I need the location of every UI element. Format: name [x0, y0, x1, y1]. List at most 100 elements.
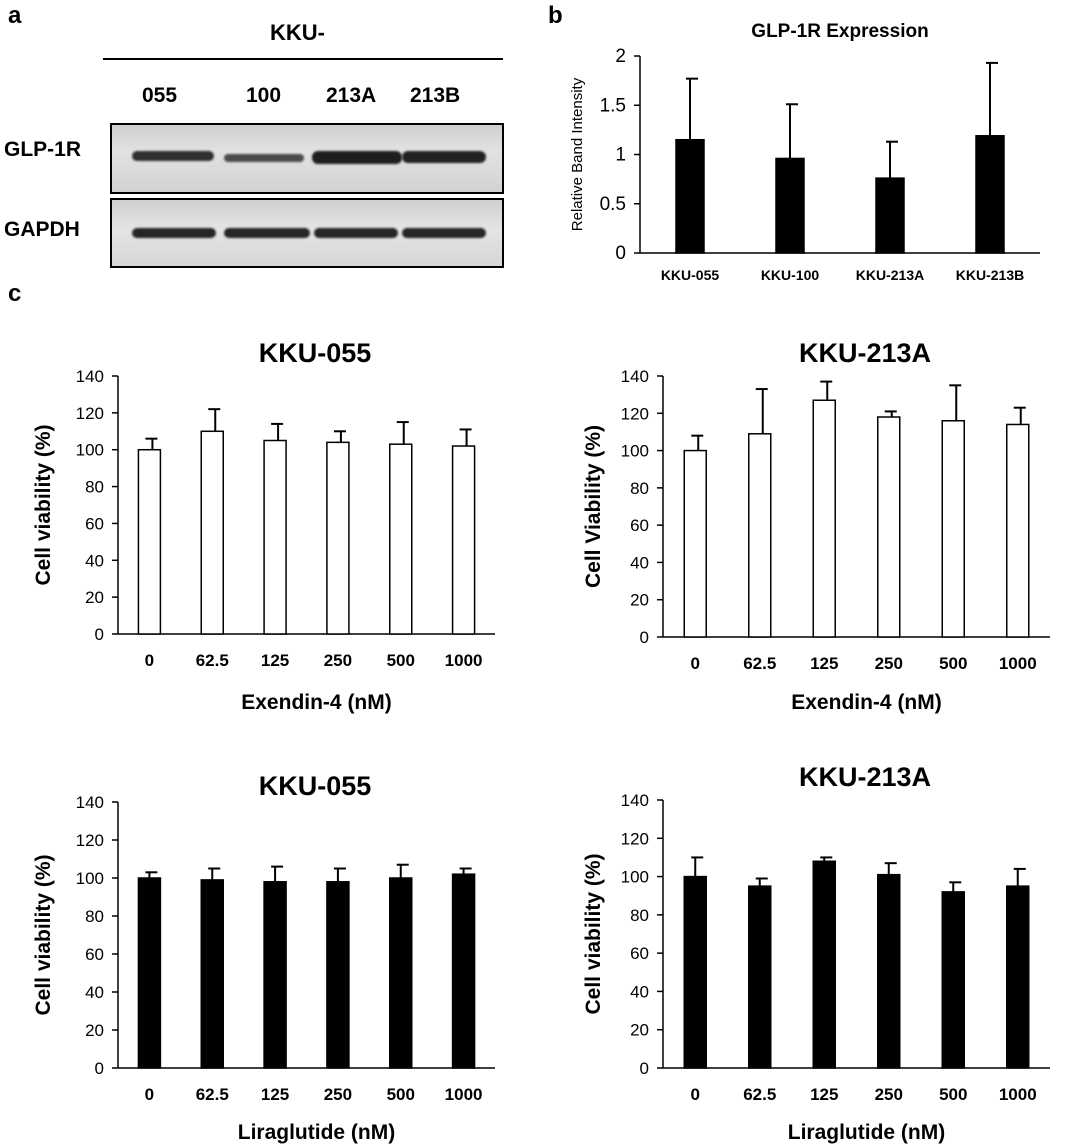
panel-letter-b: b — [548, 2, 563, 29]
c3-x-tick-label: 125 — [261, 1085, 289, 1104]
blot-row-label-glp1r: GLP-1R — [4, 138, 82, 161]
c1-x-tick-label: 500 — [387, 651, 415, 670]
c1-y-tick-label: 100 — [76, 441, 104, 460]
c1-x-axis-label: Exendin-4 (nM) — [241, 691, 392, 714]
c2-x-tick-label: 250 — [875, 654, 903, 673]
c4-y-tick-label: 0 — [640, 1059, 649, 1078]
c3-y-tick-label: 60 — [85, 945, 104, 964]
band-gapdh-100 — [224, 228, 310, 238]
c4-y-tick-label: 120 — [621, 829, 649, 848]
c4-y-tick-label: 20 — [630, 1021, 649, 1040]
c4-x-tick-label: 500 — [939, 1085, 967, 1104]
c4-y-tick-label: 100 — [621, 868, 649, 887]
c3-bar — [263, 881, 287, 1069]
c2-x-tick-label: 62.5 — [743, 654, 776, 673]
b-x-tick-label: KKU-100 — [761, 267, 820, 283]
c2-y-tick-label: 40 — [630, 553, 649, 572]
panel-letter-c: c — [8, 280, 22, 307]
c1-chart-title: KKU-055 — [259, 338, 372, 368]
c2-x-tick-label: 125 — [810, 654, 838, 673]
c1-x-tick-label: 250 — [324, 651, 352, 670]
c2-y-tick-label: 140 — [621, 367, 649, 386]
panel-letter-a: a — [8, 2, 22, 29]
c3-chart-title: KKU-055 — [259, 771, 372, 801]
b-y-tick-label: 0.5 — [600, 194, 626, 215]
c1-y-tick-label: 0 — [95, 625, 104, 644]
c4-chart-title: KKU-213A — [799, 762, 931, 792]
c4-bar — [877, 873, 901, 1069]
c3-y-tick-label: 120 — [76, 831, 104, 850]
c3-y-tick-label: 80 — [85, 907, 104, 926]
c1-bar — [137, 448, 162, 635]
c4-y-tick-label: 40 — [630, 982, 649, 1001]
c2-y-tick-label: 0 — [640, 628, 649, 647]
c2-bar — [1006, 423, 1030, 638]
c2-x-tick-label: 500 — [939, 654, 967, 673]
c2-bar — [683, 449, 707, 638]
c4-x-tick-label: 0 — [691, 1085, 700, 1104]
band-gapdh-055 — [132, 228, 216, 238]
c4-bar — [1006, 885, 1030, 1069]
b-bar — [775, 157, 805, 254]
c2-x-tick-label: 0 — [691, 654, 700, 673]
c2-bar — [941, 419, 965, 638]
c4-x-tick-label: 1000 — [999, 1085, 1037, 1104]
b-bar — [675, 138, 705, 254]
lane-label-055: 055 — [142, 84, 178, 107]
c2-y-tick-label: 20 — [630, 591, 649, 610]
blot-group-line — [103, 58, 503, 60]
b-y-tick-label: 1 — [615, 145, 626, 166]
band-glp1r-213a — [312, 151, 402, 164]
c1-y-tick-label: 20 — [85, 588, 104, 607]
c4-x-tick-label: 62.5 — [743, 1085, 776, 1104]
band-gapdh-213b — [402, 228, 486, 238]
c2-y-tick-label: 120 — [621, 404, 649, 423]
c4-bar — [941, 891, 965, 1069]
c2-y-tick-label: 60 — [630, 516, 649, 535]
c2-chart-title: KKU-213A — [799, 338, 931, 368]
blot-group-label: KKU- — [270, 20, 325, 45]
c1-y-tick-label: 140 — [76, 367, 104, 386]
b-y-tick-label: 1.5 — [600, 95, 626, 116]
b-x-tick-label: KKU-213A — [856, 267, 924, 283]
c1-y-tick-label: 40 — [85, 551, 104, 570]
lane-label-213a: 213A — [326, 84, 377, 107]
c3-x-tick-label: 500 — [387, 1085, 415, 1104]
c3-y-axis-label: Cell viability (%) — [32, 854, 55, 1015]
c2-x-tick-label: 1000 — [999, 654, 1037, 673]
c1-bar — [451, 445, 476, 635]
b-x-tick-label: KKU-055 — [661, 267, 720, 283]
band-glp1r-055 — [132, 151, 214, 161]
c4-bar — [812, 860, 836, 1069]
b-y-tick-label: 0 — [615, 243, 626, 264]
c2-x-axis-label: Exendin-4 (nM) — [791, 691, 942, 714]
c3-y-tick-label: 20 — [85, 1021, 104, 1040]
c2-y-tick-label: 100 — [621, 442, 649, 461]
c2-bar — [748, 433, 772, 638]
c2-y-axis-label: Cell Viability (%) — [582, 425, 605, 588]
c1-y-tick-label: 80 — [85, 478, 104, 497]
c4-y-tick-label: 80 — [630, 906, 649, 925]
band-gapdh-213a — [314, 228, 398, 238]
c4-y-tick-label: 60 — [630, 944, 649, 963]
c3-bar — [389, 877, 413, 1069]
blot-image-gapdh — [110, 198, 504, 268]
c4-x-tick-label: 125 — [810, 1085, 838, 1104]
c3-bar — [137, 877, 162, 1069]
c3-y-tick-label: 140 — [76, 793, 104, 812]
band-glp1r-100 — [224, 154, 304, 162]
lane-label-213b: 213B — [410, 84, 461, 107]
b-bar — [975, 135, 1005, 254]
c1-y-tick-label: 60 — [85, 514, 104, 533]
c1-x-tick-label: 125 — [261, 651, 289, 670]
blot-row-label-gapdh: GAPDH — [4, 218, 80, 241]
c3-y-tick-label: 0 — [95, 1059, 104, 1078]
band-glp1r-213b — [402, 151, 486, 163]
c3-x-tick-label: 62.5 — [196, 1085, 229, 1104]
c2-bar — [812, 399, 836, 638]
c3-bar — [200, 879, 224, 1069]
b-x-tick-label: KKU-213B — [956, 267, 1024, 283]
b-y-tick-label: 2 — [615, 46, 626, 67]
c3-bar — [326, 881, 350, 1069]
